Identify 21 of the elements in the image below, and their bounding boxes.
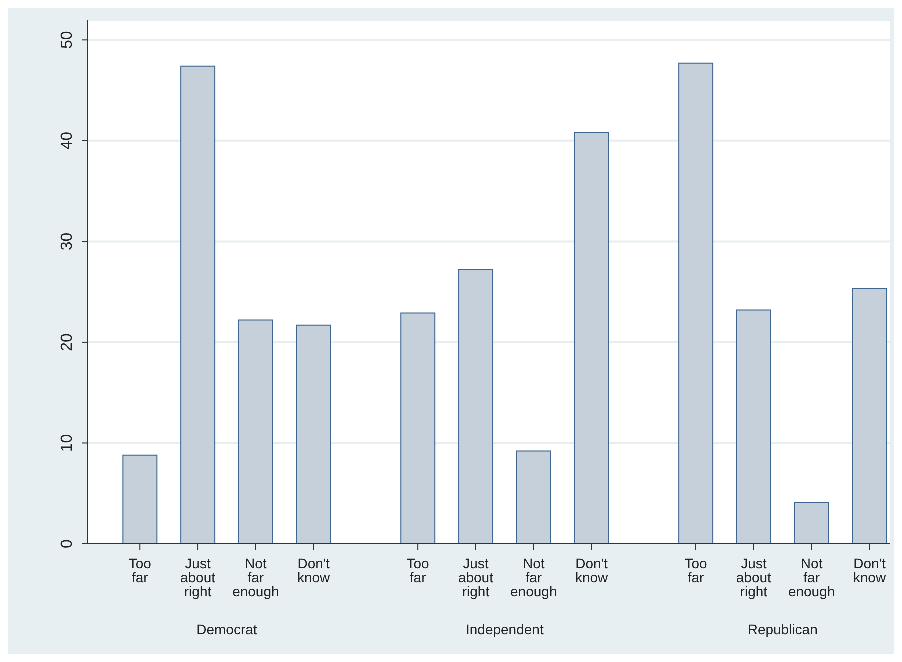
x-tick-label: Don't know bbox=[297, 556, 332, 586]
y-tick-label: 30 bbox=[59, 232, 76, 251]
x-tick-label: Too far bbox=[406, 556, 430, 586]
x-tick-label: Too far bbox=[684, 556, 708, 586]
x-tick-label: Not far enough bbox=[510, 556, 558, 600]
x-tick-label: Don't know bbox=[853, 556, 887, 586]
y-tick-label: 50 bbox=[59, 31, 76, 50]
text: Independent bbox=[466, 622, 544, 638]
y-tick-label: 40 bbox=[59, 132, 76, 150]
x-tick-label: Just about right bbox=[180, 556, 216, 600]
text: Democrat bbox=[196, 622, 258, 638]
x-tick-label: Just about right bbox=[736, 556, 772, 600]
text: Republican bbox=[748, 622, 818, 638]
x-tick-label: Don't know bbox=[575, 556, 610, 586]
x-tick-label: Just about right bbox=[458, 556, 494, 600]
y-tick-label: 10 bbox=[59, 434, 76, 452]
y-tick-label: 0 bbox=[59, 539, 76, 548]
y-tick-label: 20 bbox=[59, 333, 76, 352]
x-tick-label: Too far bbox=[128, 556, 152, 586]
x-tick-label: Not far enough bbox=[232, 556, 280, 600]
x-tick-label: Not far enough bbox=[788, 556, 836, 600]
